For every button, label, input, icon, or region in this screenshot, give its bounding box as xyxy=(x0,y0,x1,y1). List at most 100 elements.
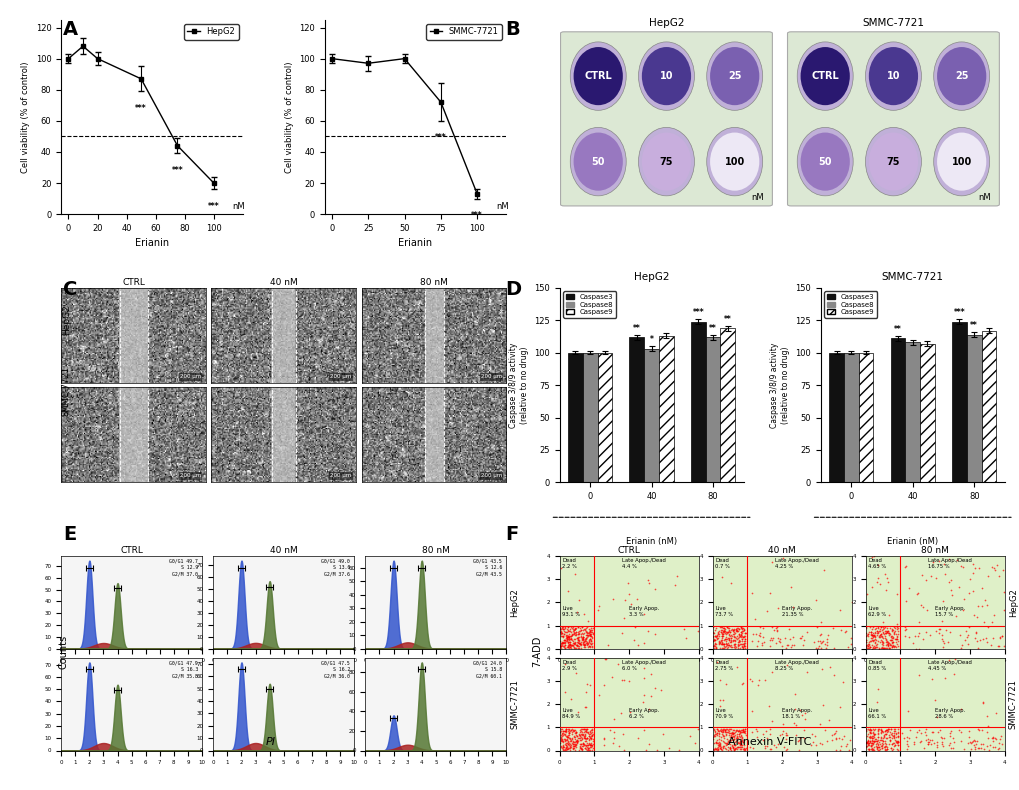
Point xyxy=(924,736,941,749)
Point xyxy=(733,734,749,747)
Point xyxy=(722,634,739,646)
Point xyxy=(869,740,886,753)
Point xyxy=(888,627,904,640)
Text: G0/G1 43.5
S 12.6
G2/M 43.5: G0/G1 43.5 S 12.6 G2/M 43.5 xyxy=(473,559,501,577)
Point xyxy=(758,732,774,744)
Point xyxy=(974,738,990,750)
Point xyxy=(705,634,721,647)
Point xyxy=(834,675,850,688)
Point xyxy=(876,738,893,750)
Point xyxy=(555,634,572,646)
Point xyxy=(952,735,968,747)
Point xyxy=(936,567,953,580)
Point xyxy=(564,732,580,745)
Point xyxy=(553,730,570,743)
Point xyxy=(763,715,780,728)
Point xyxy=(824,668,841,681)
Point xyxy=(560,634,577,647)
Point xyxy=(552,640,569,653)
Point xyxy=(577,735,593,748)
Point xyxy=(965,734,981,747)
Point xyxy=(875,728,892,741)
Point xyxy=(732,726,748,739)
Point xyxy=(562,630,579,642)
Text: Late Apop./Dead
8.25 %: Late Apop./Dead 8.25 % xyxy=(774,660,818,671)
Point xyxy=(737,742,753,754)
Point xyxy=(615,674,632,687)
Point xyxy=(934,595,951,608)
Point xyxy=(595,739,611,751)
Point xyxy=(636,662,652,675)
Point xyxy=(890,640,906,653)
Bar xyxy=(890,338,905,483)
Point xyxy=(577,624,593,637)
Point xyxy=(726,631,742,644)
Point xyxy=(556,641,573,654)
Point xyxy=(721,741,738,754)
Point xyxy=(861,726,877,739)
Point xyxy=(952,703,968,716)
Point xyxy=(722,632,739,645)
Point xyxy=(570,640,586,653)
Point xyxy=(823,729,840,742)
Point xyxy=(809,634,825,647)
Point xyxy=(710,739,727,752)
Point xyxy=(732,638,748,650)
Point xyxy=(872,621,889,634)
Point xyxy=(725,624,741,637)
Point xyxy=(719,639,736,652)
Point xyxy=(556,737,573,750)
Ellipse shape xyxy=(709,133,758,190)
Point xyxy=(621,588,637,600)
Point xyxy=(564,639,580,652)
Point xyxy=(719,639,736,652)
Point xyxy=(575,739,591,751)
Point xyxy=(710,638,727,650)
Point xyxy=(868,625,884,638)
Point xyxy=(727,625,743,638)
Point xyxy=(991,730,1008,743)
Point xyxy=(887,727,903,739)
Point xyxy=(568,626,584,638)
Point xyxy=(950,581,966,594)
Point xyxy=(927,571,944,584)
Point xyxy=(737,724,753,737)
Point xyxy=(565,633,581,645)
Point xyxy=(868,629,884,641)
Point xyxy=(944,742,960,754)
Point xyxy=(890,624,906,637)
Point xyxy=(868,683,884,695)
Point xyxy=(720,727,737,739)
Point xyxy=(578,622,594,634)
Title: 40 nM: 40 nM xyxy=(767,547,795,555)
Text: nM: nM xyxy=(978,194,990,202)
Point xyxy=(556,637,573,649)
Point xyxy=(900,581,916,594)
Point xyxy=(889,630,905,643)
Point xyxy=(876,631,893,644)
Point xyxy=(729,724,745,737)
Point xyxy=(584,742,600,754)
Point xyxy=(860,739,876,752)
Y-axis label: Cell viability (% of control): Cell viability (% of control) xyxy=(284,61,293,173)
Point xyxy=(734,642,750,655)
Ellipse shape xyxy=(800,47,849,105)
Point xyxy=(862,740,878,753)
Text: 100: 100 xyxy=(723,156,744,167)
Point xyxy=(561,638,578,651)
Point xyxy=(614,744,631,757)
Point xyxy=(833,732,849,745)
Point xyxy=(882,623,899,635)
Point xyxy=(581,628,597,641)
Point xyxy=(583,630,599,643)
Text: SMMC-7721: SMMC-7721 xyxy=(62,366,70,416)
Point xyxy=(874,641,891,654)
Point xyxy=(726,626,742,639)
Point xyxy=(559,621,576,634)
Point xyxy=(748,640,764,653)
Point xyxy=(576,641,592,653)
Point xyxy=(875,626,892,639)
Point xyxy=(718,738,735,750)
Point xyxy=(733,732,749,745)
Point xyxy=(736,634,752,647)
